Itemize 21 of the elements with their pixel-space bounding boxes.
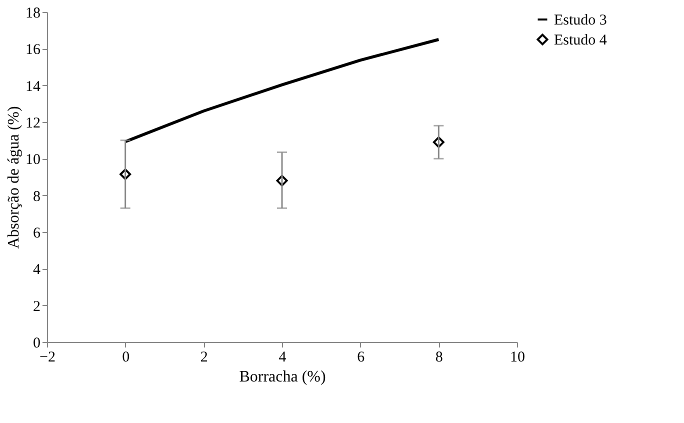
y-tick-label: 8: [33, 188, 40, 205]
legend-label: Estudo 4: [554, 32, 608, 48]
x-tick-label: 6: [357, 350, 366, 366]
x-tick-label: 10: [510, 350, 525, 366]
x-tick-label: 4: [278, 350, 287, 366]
y-tick-label: 14: [26, 78, 41, 95]
y-tick-label: 2: [33, 298, 40, 315]
y-tick-label: 6: [33, 226, 41, 242]
y-tick-label: 12: [26, 116, 40, 132]
x-tick-label: −2: [40, 350, 56, 366]
y-axis-title: Absorção de água (%): [6, 106, 22, 249]
x-axis-title: Borracha (%): [239, 368, 326, 386]
x-tick-label: 8: [435, 350, 443, 366]
legend-label: Estudo 3: [554, 12, 607, 28]
y-tick-label: 16: [26, 42, 41, 58]
x-tick-label: 0: [122, 350, 130, 366]
y-tick-label: 4: [33, 262, 41, 278]
y-tick-label: 18: [26, 6, 40, 22]
x-tick-label: 2: [200, 350, 208, 366]
y-tick-label: 0: [33, 336, 40, 352]
y-tick-label: 10: [26, 152, 40, 168]
